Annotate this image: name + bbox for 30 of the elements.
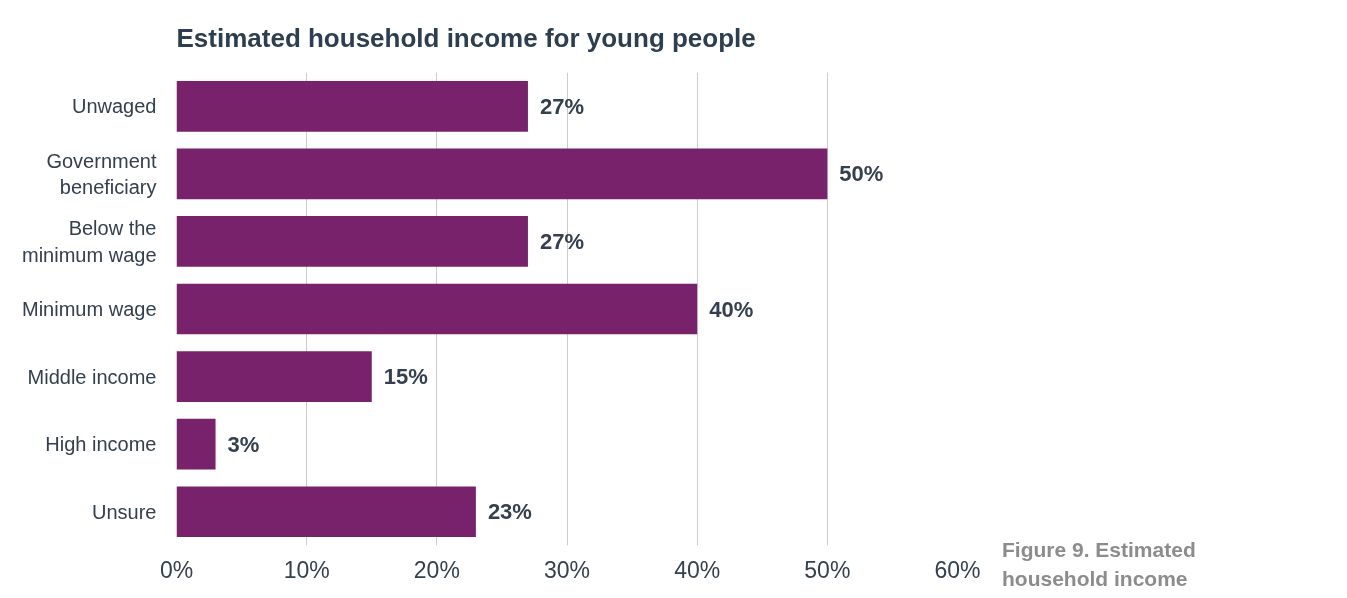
- y-tick-label: Minimum wage: [22, 298, 157, 320]
- x-tick-label: 20%: [413, 556, 460, 583]
- data-label: 15%: [383, 364, 428, 390]
- data-label: 23%: [487, 499, 532, 525]
- data-label: 27%: [539, 228, 584, 254]
- x-tick-label: 10%: [283, 556, 330, 583]
- data-label: 3%: [227, 431, 260, 457]
- x-tick-label: 60%: [934, 556, 981, 583]
- bar: [176, 216, 528, 267]
- y-tick-label: Unwaged: [72, 95, 157, 118]
- bar: [176, 283, 698, 335]
- data-label: 27%: [539, 93, 584, 119]
- y-tick-label: Government beneficiary: [46, 149, 157, 199]
- bar: [176, 148, 828, 200]
- x-tick-label: 0%: [159, 556, 194, 583]
- x-tick-label: 30%: [543, 556, 591, 583]
- data-label: 40%: [709, 296, 754, 322]
- y-tick-label: Middle income: [27, 365, 157, 388]
- y-tick-label: Unsure: [92, 500, 157, 523]
- y-tick-label: High income: [45, 433, 157, 456]
- caption: Figure 9. Estimated household income: [1002, 537, 1197, 593]
- x-tick-label: 50%: [804, 556, 851, 583]
- x-tick-label: 40%: [674, 556, 721, 583]
- bar: [176, 80, 528, 132]
- bar: [176, 486, 476, 538]
- bar: [176, 351, 372, 402]
- bar: [176, 418, 216, 470]
- chart-title: Estimated household income for young people: [176, 22, 756, 53]
- data-label: 50%: [839, 161, 884, 187]
- y-tick-label: Below the minimum wage: [22, 217, 157, 266]
